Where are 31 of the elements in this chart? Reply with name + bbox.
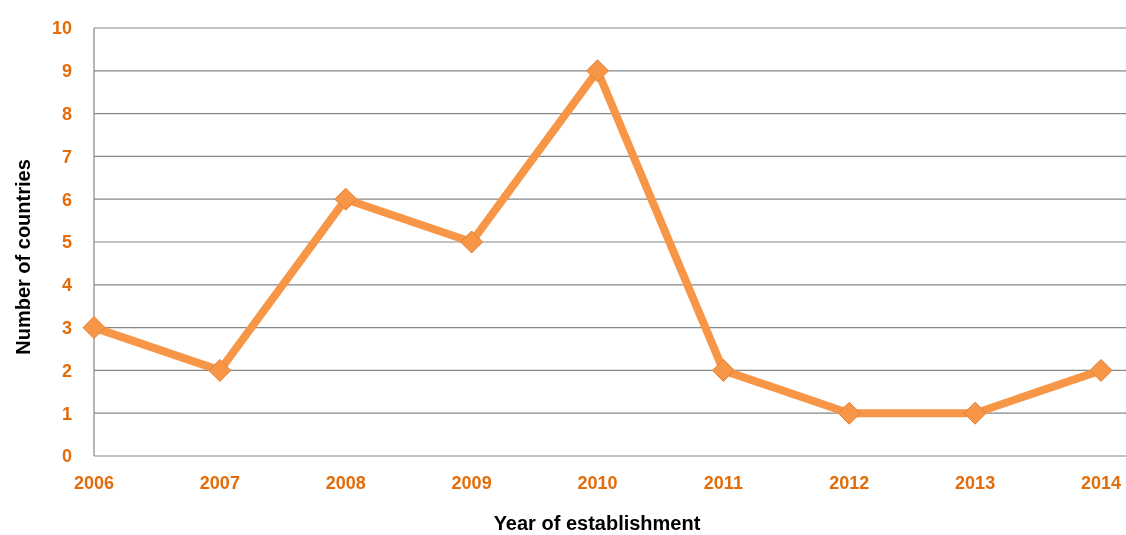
point	[1089, 358, 1113, 382]
y-tick-label: 4	[61, 275, 72, 296]
y-tick-label: 10	[51, 18, 72, 39]
point	[711, 358, 735, 382]
y-tick-label: 6	[61, 189, 72, 210]
point	[460, 230, 484, 254]
point	[334, 187, 358, 211]
x-tick-label: 2007	[199, 473, 240, 493]
y-tick-label: 1	[61, 403, 72, 424]
x-tick-label: 2012	[829, 473, 870, 493]
point	[586, 59, 609, 83]
y-tick-label: 8	[61, 103, 72, 124]
x-tick-label: 2013	[955, 473, 996, 493]
x-tick-label: 2011	[703, 473, 743, 493]
y-axis-title: Number of countries	[12, 159, 34, 355]
x-tick-label: 2010	[577, 473, 618, 493]
point	[208, 358, 232, 382]
y-tick-label: 5	[61, 232, 72, 253]
y-tick-label: 0	[61, 446, 72, 467]
x-tick-label: 2014	[1080, 473, 1122, 493]
x-axis-title: Year of establishment	[493, 512, 701, 534]
x-tick-label: 2009	[451, 473, 492, 493]
y-tick-label: 3	[61, 317, 72, 338]
point	[837, 401, 861, 425]
y-tick-label: 7	[61, 146, 72, 167]
point	[963, 401, 987, 425]
y-tick-label: 2	[61, 360, 72, 381]
y-tick-label: 9	[61, 61, 72, 82]
point	[82, 316, 106, 340]
x-tick-label: 2006	[73, 473, 115, 493]
x-tick-label: 2008	[325, 473, 366, 493]
